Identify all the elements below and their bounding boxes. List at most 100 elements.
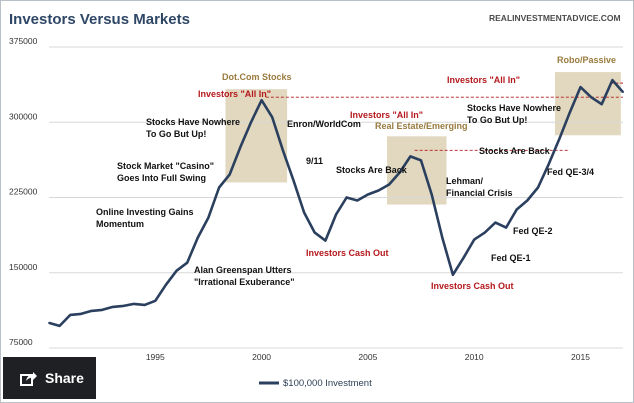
series-point [90, 309, 93, 312]
series-point [48, 322, 50, 324]
y-tick-label: 300000 [9, 111, 38, 121]
annotation-label: To Go But Up! [467, 115, 527, 125]
legend-label: $100,000 Investment [283, 378, 372, 389]
annotation-label: "Irrational Exuberance" [194, 277, 295, 287]
series-point [175, 269, 178, 272]
series-point [462, 256, 465, 259]
annotation-label: Momentum [96, 219, 144, 229]
series-point [590, 96, 593, 99]
gridlines: 75000 150000 225000 300000 375000 1995 2000 200… [9, 36, 623, 362]
series-point [420, 159, 422, 162]
series-point [271, 116, 274, 119]
annotation-label: To Go But Up! [146, 129, 206, 139]
annotation-label: Lehman/ [446, 176, 484, 186]
y-tick-label: 225000 [9, 187, 38, 197]
share-button[interactable]: Share [3, 357, 96, 399]
y-tick-label: 375000 [9, 36, 38, 46]
series-point [441, 236, 444, 239]
series-point [409, 155, 412, 158]
share-label: Share [45, 370, 84, 386]
series-point [547, 163, 550, 166]
series-point [101, 308, 104, 311]
x-tick-label: 2010 [465, 352, 484, 362]
series-point [196, 236, 199, 239]
annotation-label: Fed QE-3/4 [547, 167, 594, 177]
chart-title: Investors Versus Markets [9, 11, 190, 28]
annotations: Dot.Com Stocks Investors "All In" Stocks H… [96, 55, 616, 291]
series-point [622, 91, 624, 94]
series-point [366, 193, 369, 196]
annotation-label: Goes Into Full Swing [117, 173, 206, 183]
series-point [388, 183, 391, 186]
annotation-label: Investors "All In" [198, 89, 271, 99]
series-point [324, 239, 327, 242]
series-point [250, 121, 252, 124]
annotation-label: Stock Market "Casino" [117, 161, 214, 171]
series-point [154, 299, 157, 302]
annotation-label: Alan Greenspan Utters [194, 265, 292, 275]
series-point [356, 199, 359, 202]
series-line [48, 78, 624, 328]
series-point [430, 193, 433, 196]
annotation-label: Investors Cash Out [431, 281, 514, 291]
series-point [558, 138, 561, 141]
highlight-band [225, 89, 288, 183]
x-tick-label: 2015 [571, 352, 590, 362]
series-point [579, 86, 582, 89]
annotation-label: Dot.Com Stocks [222, 72, 292, 82]
series-point [335, 213, 337, 216]
annotation-label: Investors Cash Out [306, 248, 389, 258]
series-point [537, 186, 539, 189]
annotation-label: Robo/Passive [557, 55, 616, 65]
annotation-label: 9/11 [306, 156, 323, 166]
series-point [377, 189, 380, 192]
series-point [58, 325, 61, 327]
series-point [473, 238, 476, 241]
series-point [228, 173, 231, 176]
annotation-label: Investors "All In" [350, 110, 423, 120]
series-point [526, 199, 529, 202]
series-point [239, 146, 242, 149]
legend: $100,000 Investment [259, 378, 372, 389]
series-point [281, 149, 284, 152]
annotation-label: Stocks Have Nowhere [146, 117, 240, 127]
annotation-label: Stocks Have Nowhere [467, 103, 561, 113]
series-point [218, 186, 220, 189]
series-point [345, 196, 348, 199]
x-tick-label: 2005 [358, 352, 377, 362]
series-point [143, 303, 146, 306]
series-point [515, 208, 518, 211]
series-point [79, 312, 82, 315]
x-tick-label: 2000 [252, 352, 271, 362]
y-tick-label: 75000 [9, 337, 33, 347]
series-point [260, 99, 263, 102]
y-tick-label: 150000 [9, 262, 38, 272]
series-point [303, 211, 306, 214]
series-point [452, 273, 454, 276]
series-point [611, 79, 614, 82]
series-point [600, 103, 603, 106]
annotation-label: Fed QE-2 [513, 226, 553, 236]
series-point [207, 216, 210, 219]
annotation-label: Online Investing Gains [96, 207, 194, 217]
x-tick-label: 1995 [146, 352, 165, 362]
data-series [48, 78, 624, 328]
series-point [494, 221, 497, 224]
series-point [483, 231, 486, 234]
annotation-label: Enron/WorldCom [287, 119, 361, 129]
annotation-label: Real Estate/Emerging [375, 121, 468, 131]
annotation-label: Financial Crisis [446, 188, 513, 198]
highlight-band [387, 136, 447, 205]
series-point [313, 231, 316, 234]
annotation-label: Investors "All In" [447, 75, 520, 85]
series-point [122, 304, 125, 307]
chart-source: REALINVESTMENTADVICE.COM [489, 13, 621, 23]
series-point [186, 261, 189, 264]
series-point [505, 226, 507, 229]
series-point [165, 283, 167, 286]
highlight-bands [225, 72, 621, 205]
series-point [133, 302, 135, 305]
series-point [69, 313, 72, 316]
